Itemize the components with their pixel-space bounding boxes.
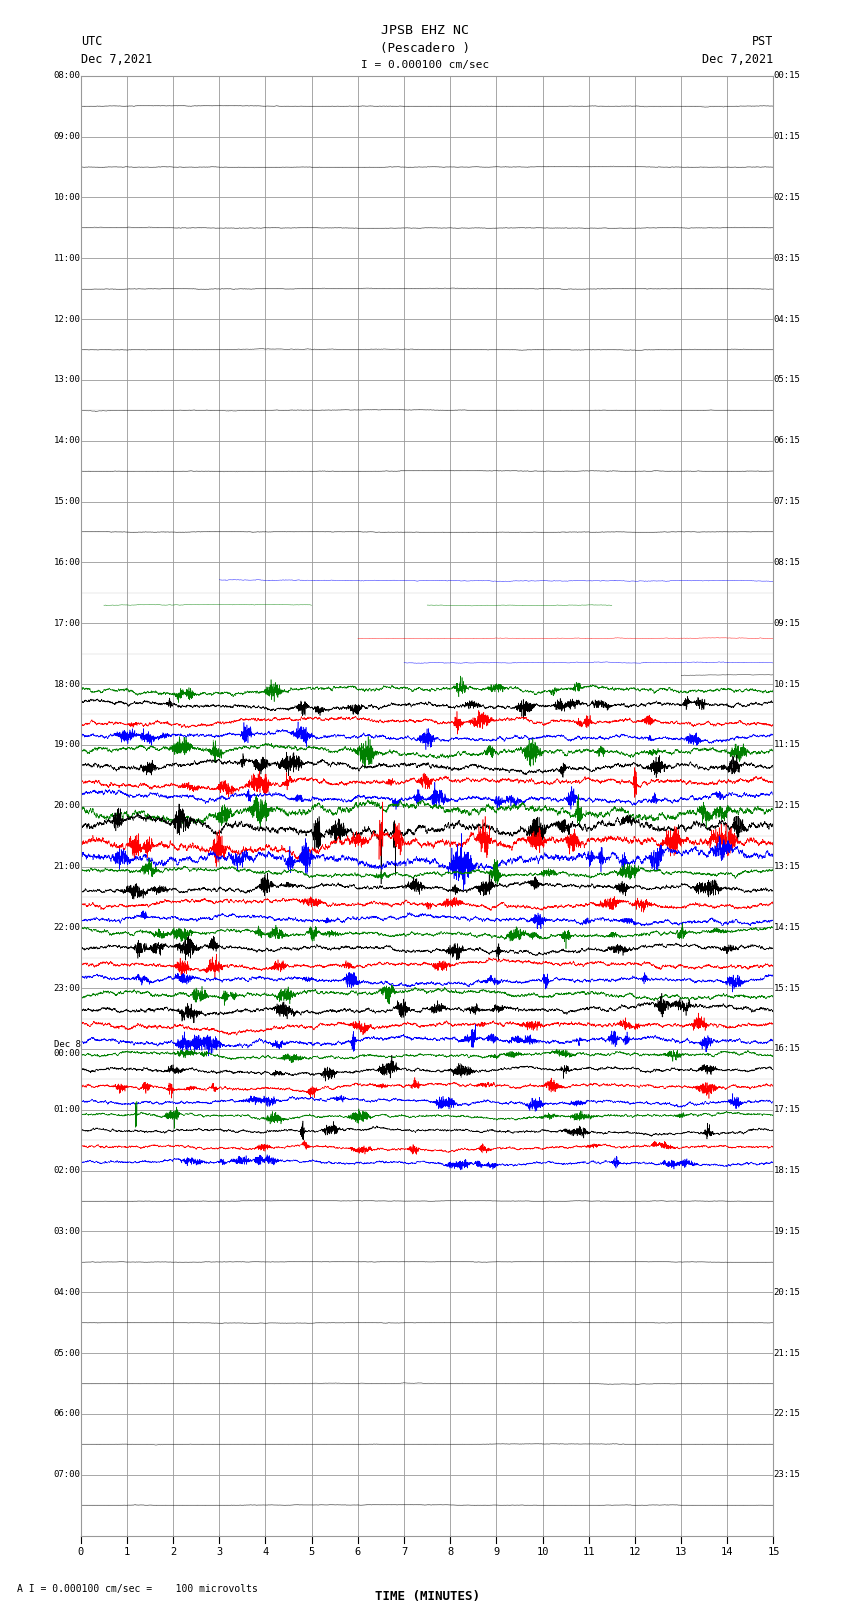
Text: 06:00: 06:00 bbox=[54, 1410, 81, 1418]
Text: 15:00: 15:00 bbox=[54, 497, 81, 506]
Text: 11:15: 11:15 bbox=[774, 740, 801, 750]
Text: 4: 4 bbox=[263, 1547, 269, 1557]
Text: 17:00: 17:00 bbox=[54, 619, 81, 627]
Text: 5: 5 bbox=[309, 1547, 314, 1557]
Text: 9: 9 bbox=[493, 1547, 500, 1557]
Text: PST: PST bbox=[752, 35, 774, 48]
Text: 05:15: 05:15 bbox=[774, 376, 801, 384]
Text: 13:15: 13:15 bbox=[774, 861, 801, 871]
Text: 2: 2 bbox=[170, 1547, 176, 1557]
Text: 20:15: 20:15 bbox=[774, 1287, 801, 1297]
Text: 02:00: 02:00 bbox=[54, 1166, 81, 1176]
Text: 15:15: 15:15 bbox=[774, 984, 801, 992]
Text: 16:00: 16:00 bbox=[54, 558, 81, 566]
Text: 12:15: 12:15 bbox=[774, 802, 801, 810]
Text: 08:15: 08:15 bbox=[774, 558, 801, 566]
Text: Dec 7,2021: Dec 7,2021 bbox=[702, 53, 774, 66]
Text: TIME (MINUTES): TIME (MINUTES) bbox=[375, 1590, 479, 1603]
Text: UTC: UTC bbox=[81, 35, 102, 48]
Text: 01:15: 01:15 bbox=[774, 132, 801, 140]
Text: 7: 7 bbox=[401, 1547, 407, 1557]
Text: (Pescadero ): (Pescadero ) bbox=[380, 42, 470, 55]
Text: 12:00: 12:00 bbox=[54, 315, 81, 324]
Text: 21:00: 21:00 bbox=[54, 861, 81, 871]
Text: 1: 1 bbox=[124, 1547, 130, 1557]
Text: 0: 0 bbox=[77, 1547, 84, 1557]
Text: 09:15: 09:15 bbox=[774, 619, 801, 627]
Text: 00:15: 00:15 bbox=[774, 71, 801, 81]
Text: 16:15: 16:15 bbox=[774, 1045, 801, 1053]
Text: 10:00: 10:00 bbox=[54, 194, 81, 202]
Text: 19:15: 19:15 bbox=[774, 1227, 801, 1236]
Text: 23:15: 23:15 bbox=[774, 1471, 801, 1479]
Text: 8: 8 bbox=[447, 1547, 453, 1557]
Text: 00:00: 00:00 bbox=[54, 1048, 81, 1058]
Text: 12: 12 bbox=[629, 1547, 641, 1557]
Text: 10:15: 10:15 bbox=[774, 679, 801, 689]
Text: 6: 6 bbox=[354, 1547, 361, 1557]
Text: 01:00: 01:00 bbox=[54, 1105, 81, 1115]
Text: 10: 10 bbox=[536, 1547, 549, 1557]
Text: 04:15: 04:15 bbox=[774, 315, 801, 324]
Text: 18:00: 18:00 bbox=[54, 679, 81, 689]
Text: 19:00: 19:00 bbox=[54, 740, 81, 750]
Text: 07:15: 07:15 bbox=[774, 497, 801, 506]
Text: 02:15: 02:15 bbox=[774, 194, 801, 202]
Text: A I = 0.000100 cm/sec =    100 microvolts: A I = 0.000100 cm/sec = 100 microvolts bbox=[17, 1584, 258, 1594]
Text: 05:00: 05:00 bbox=[54, 1348, 81, 1358]
Text: 13: 13 bbox=[675, 1547, 688, 1557]
Text: 11:00: 11:00 bbox=[54, 253, 81, 263]
Text: I = 0.000100 cm/sec: I = 0.000100 cm/sec bbox=[361, 60, 489, 69]
Text: 14: 14 bbox=[721, 1547, 734, 1557]
Text: 08:00: 08:00 bbox=[54, 71, 81, 81]
Text: 11: 11 bbox=[582, 1547, 595, 1557]
Text: 18:15: 18:15 bbox=[774, 1166, 801, 1176]
Text: 04:00: 04:00 bbox=[54, 1287, 81, 1297]
Text: 14:00: 14:00 bbox=[54, 436, 81, 445]
Text: 14:15: 14:15 bbox=[774, 923, 801, 932]
Text: 03:00: 03:00 bbox=[54, 1227, 81, 1236]
Text: 21:15: 21:15 bbox=[774, 1348, 801, 1358]
Text: JPSB EHZ NC: JPSB EHZ NC bbox=[381, 24, 469, 37]
Text: 22:00: 22:00 bbox=[54, 923, 81, 932]
Text: 13:00: 13:00 bbox=[54, 376, 81, 384]
Text: 3: 3 bbox=[216, 1547, 223, 1557]
Text: Dec 8: Dec 8 bbox=[54, 1040, 81, 1048]
Text: 15: 15 bbox=[768, 1547, 779, 1557]
Text: 17:15: 17:15 bbox=[774, 1105, 801, 1115]
Text: Dec 7,2021: Dec 7,2021 bbox=[81, 53, 152, 66]
Text: 06:15: 06:15 bbox=[774, 436, 801, 445]
Text: 03:15: 03:15 bbox=[774, 253, 801, 263]
Text: 07:00: 07:00 bbox=[54, 1471, 81, 1479]
Text: 20:00: 20:00 bbox=[54, 802, 81, 810]
Text: 22:15: 22:15 bbox=[774, 1410, 801, 1418]
Text: 23:00: 23:00 bbox=[54, 984, 81, 992]
Text: 09:00: 09:00 bbox=[54, 132, 81, 140]
